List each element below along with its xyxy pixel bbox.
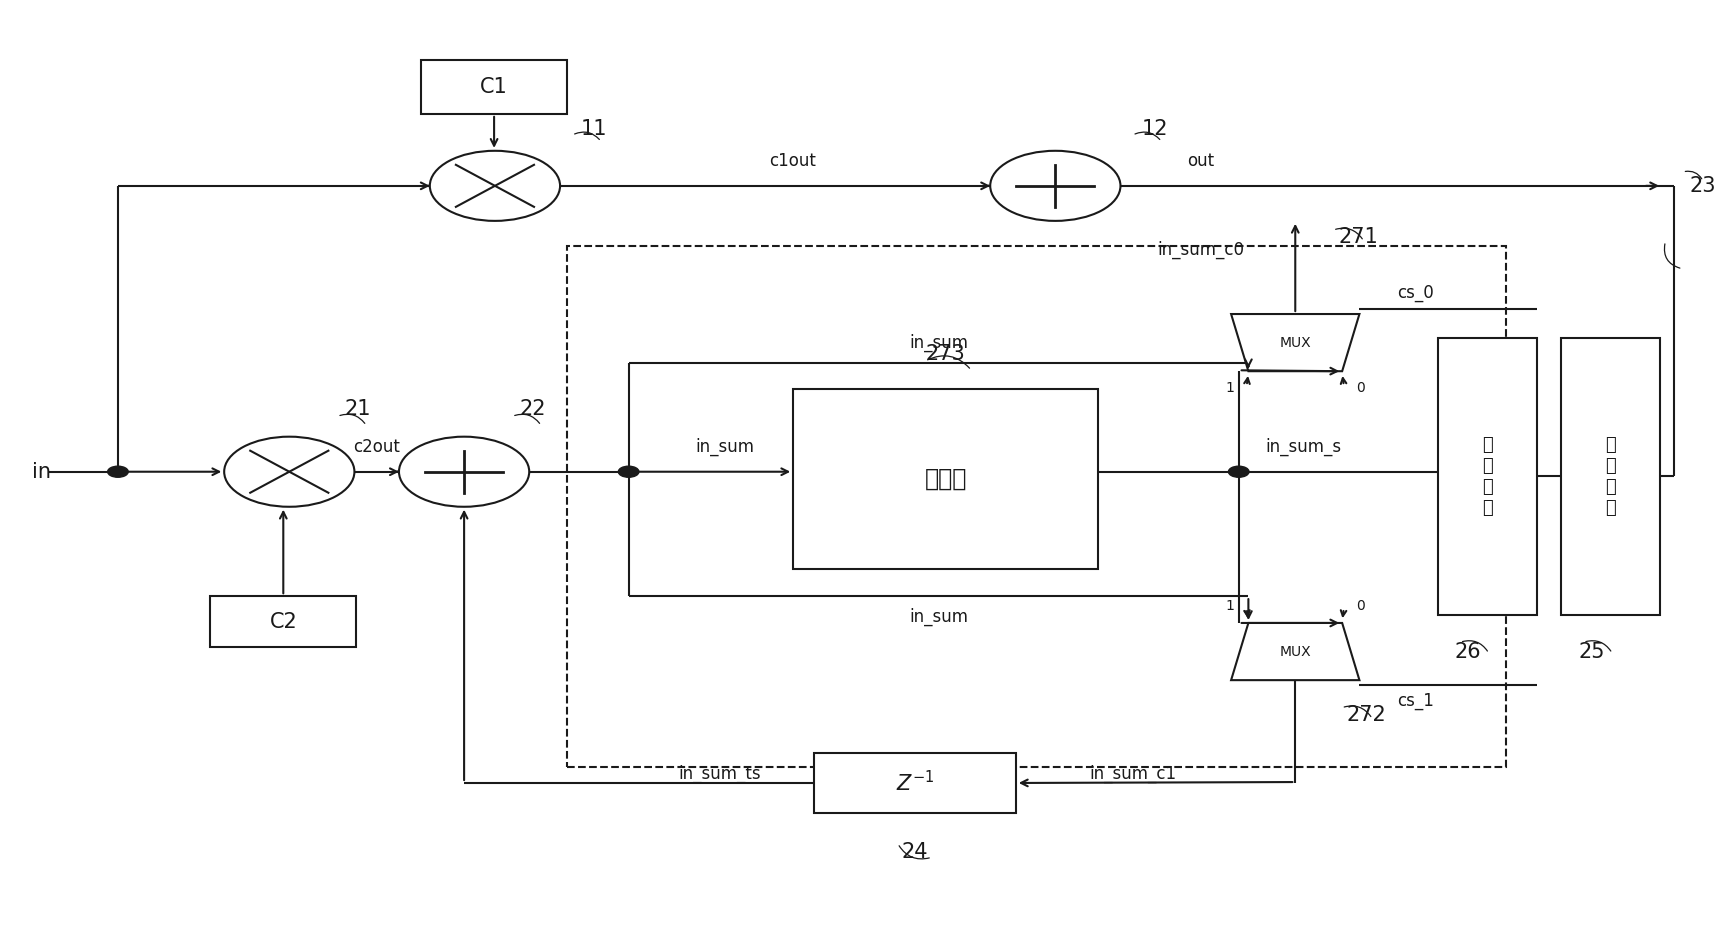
Circle shape <box>400 437 529 507</box>
Text: in: in <box>33 462 52 482</box>
Bar <box>1437 338 1537 615</box>
Text: 24: 24 <box>901 842 929 862</box>
Polygon shape <box>1232 623 1359 680</box>
Text: 1: 1 <box>1225 381 1235 395</box>
Text: in_sum: in_sum <box>910 608 968 625</box>
Bar <box>1561 338 1661 615</box>
Text: MUX: MUX <box>1280 645 1311 659</box>
Text: in_sum_c0: in_sum_c0 <box>1158 240 1244 259</box>
Text: in_sum: in_sum <box>694 438 755 456</box>
Circle shape <box>991 151 1120 221</box>
Text: $Z^{-1}$: $Z^{-1}$ <box>896 771 934 796</box>
Text: 获
取
模
块: 获 取 模 块 <box>1606 436 1616 516</box>
Text: C1: C1 <box>481 77 508 97</box>
Text: 26: 26 <box>1454 642 1482 661</box>
Text: in_sum_ts: in_sum_ts <box>679 765 762 783</box>
Text: in_sum_c1: in_sum_c1 <box>1089 765 1177 783</box>
Text: 23: 23 <box>1690 176 1716 196</box>
Circle shape <box>1228 466 1249 477</box>
Circle shape <box>224 437 355 507</box>
Text: 25: 25 <box>1578 642 1604 661</box>
Circle shape <box>107 466 128 477</box>
Polygon shape <box>1232 314 1359 371</box>
Text: 12: 12 <box>1142 118 1168 139</box>
Text: 272: 272 <box>1347 705 1387 725</box>
Bar <box>793 388 1098 569</box>
Text: 11: 11 <box>581 118 608 139</box>
Text: 判
决
模
块: 判 决 模 块 <box>1482 436 1492 516</box>
Text: 1: 1 <box>1225 599 1235 613</box>
Bar <box>567 246 1506 767</box>
Bar <box>210 597 357 647</box>
Circle shape <box>619 466 639 477</box>
Circle shape <box>429 151 560 221</box>
Text: 273: 273 <box>925 344 965 364</box>
Text: c2out: c2out <box>353 438 400 456</box>
Text: MUX: MUX <box>1280 336 1311 350</box>
Text: 271: 271 <box>1339 227 1378 247</box>
Text: 限幅器: 限幅器 <box>925 466 967 490</box>
Text: cs_0: cs_0 <box>1397 284 1434 302</box>
Text: in_sum: in_sum <box>910 334 968 352</box>
Text: 21: 21 <box>345 399 370 419</box>
Bar <box>420 60 567 114</box>
Text: 0: 0 <box>1356 599 1365 613</box>
Bar <box>813 753 1017 813</box>
Text: 22: 22 <box>519 399 546 419</box>
Text: C2: C2 <box>269 611 296 632</box>
Text: out: out <box>1187 152 1215 170</box>
Text: in_sum_s: in_sum_s <box>1266 438 1342 456</box>
Text: cs_1: cs_1 <box>1397 692 1434 710</box>
Text: 0: 0 <box>1356 381 1365 395</box>
Text: c1out: c1out <box>768 152 815 170</box>
